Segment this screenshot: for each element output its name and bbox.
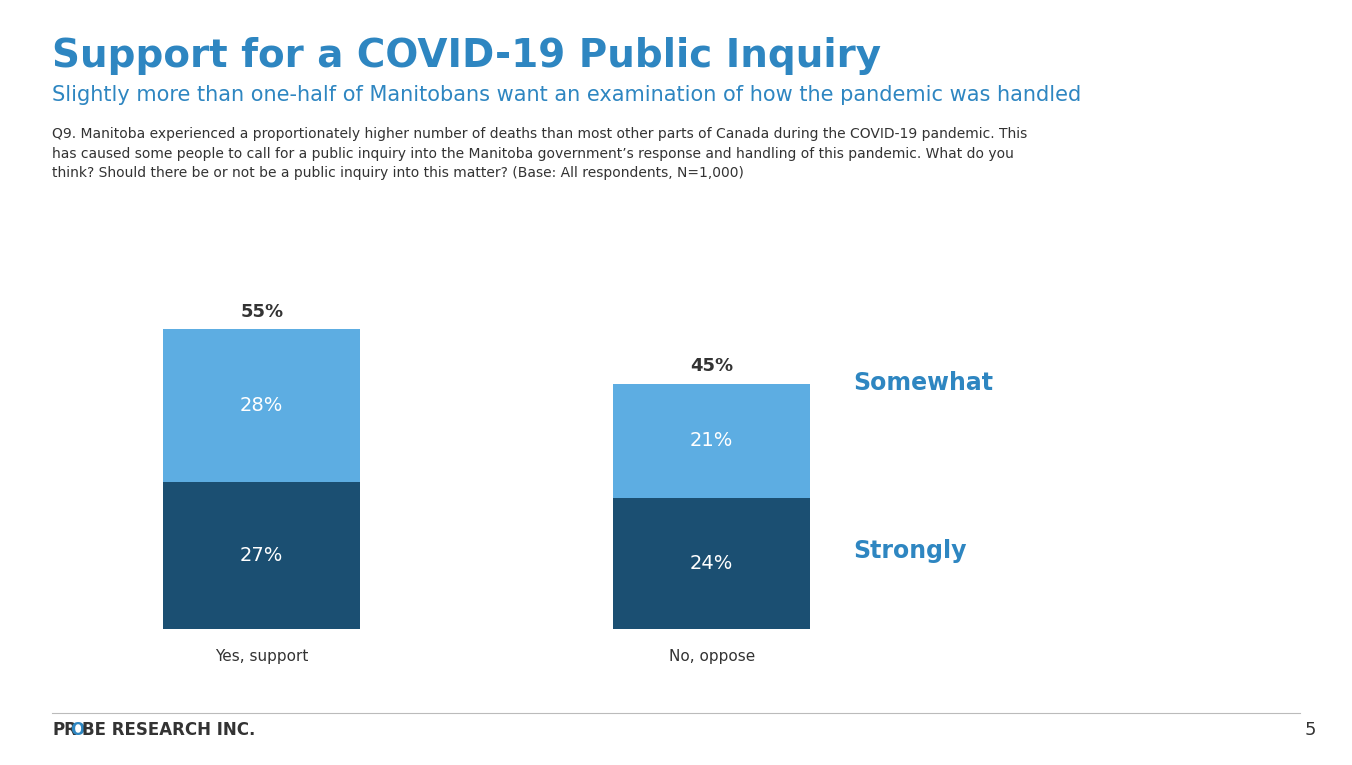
Text: Slightly more than one-half of Manitobans want an examination of how the pandemi: Slightly more than one-half of Manitoban… <box>51 85 1082 105</box>
Text: 55%: 55% <box>241 303 284 321</box>
Text: Q9. Manitoba experienced a proportionately higher number of deaths than most oth: Q9. Manitoba experienced a proportionate… <box>51 127 1028 180</box>
Text: 27%: 27% <box>241 546 284 565</box>
Text: 24%: 24% <box>690 555 733 574</box>
Text: 21%: 21% <box>690 431 733 451</box>
Text: 5: 5 <box>1305 721 1317 739</box>
Text: O: O <box>70 721 84 739</box>
Text: Support for a COVID-19 Public Inquiry: Support for a COVID-19 Public Inquiry <box>51 37 882 75</box>
Text: Strongly: Strongly <box>853 539 967 563</box>
Bar <box>614 383 810 498</box>
Text: Somewhat: Somewhat <box>853 370 994 395</box>
Bar <box>164 329 360 482</box>
Text: Yes, support: Yes, support <box>215 649 308 663</box>
Text: 28%: 28% <box>241 396 284 415</box>
Text: BE RESEARCH INC.: BE RESEARCH INC. <box>82 721 256 739</box>
Text: PR: PR <box>51 721 77 739</box>
Bar <box>614 498 810 630</box>
Bar <box>164 482 360 630</box>
Text: 45%: 45% <box>690 357 733 376</box>
Text: No, oppose: No, oppose <box>669 649 754 663</box>
